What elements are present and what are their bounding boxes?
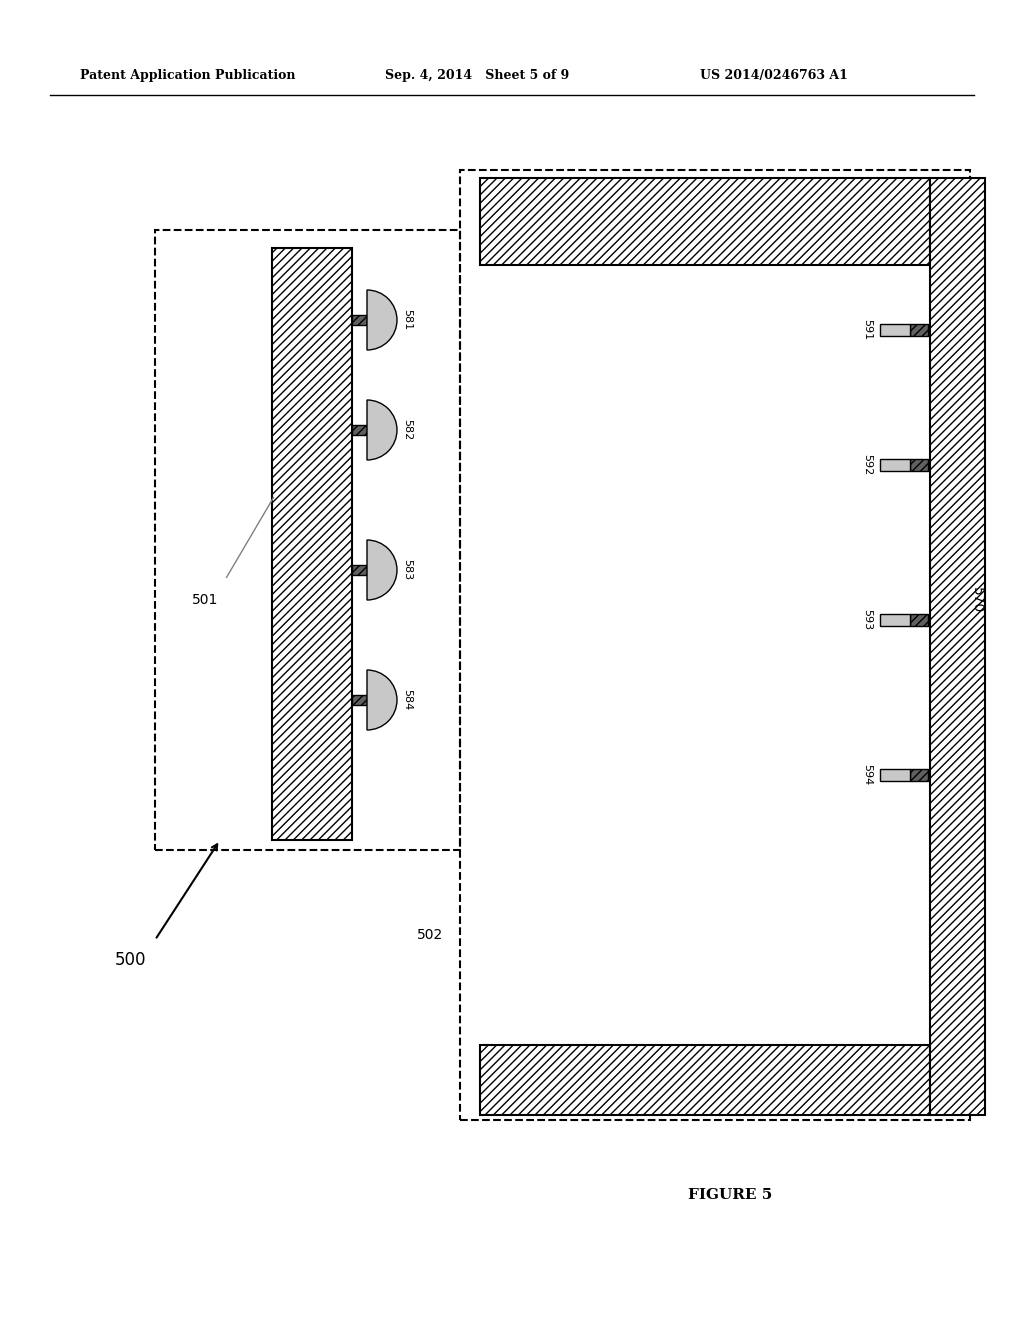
Text: 591: 591 xyxy=(862,319,872,341)
Text: 593: 593 xyxy=(862,610,872,631)
Wedge shape xyxy=(367,671,397,730)
Wedge shape xyxy=(367,400,397,459)
Text: 594: 594 xyxy=(862,764,872,785)
Bar xyxy=(460,170,970,1119)
Bar xyxy=(480,178,930,265)
Text: 583: 583 xyxy=(402,560,412,581)
Text: 501: 501 xyxy=(191,593,218,607)
Bar xyxy=(352,315,367,325)
Text: 502: 502 xyxy=(417,928,443,942)
Text: Sep. 4, 2014   Sheet 5 of 9: Sep. 4, 2014 Sheet 5 of 9 xyxy=(385,69,569,82)
Bar xyxy=(352,696,367,705)
Text: 582: 582 xyxy=(402,420,412,441)
Bar xyxy=(910,459,928,471)
Bar xyxy=(480,1045,930,1115)
Bar xyxy=(910,323,928,337)
Bar xyxy=(930,178,985,1115)
Text: 584: 584 xyxy=(402,689,412,710)
Bar xyxy=(880,323,910,337)
Bar xyxy=(352,425,367,436)
Text: 581: 581 xyxy=(402,309,412,330)
Wedge shape xyxy=(367,540,397,601)
Text: 500: 500 xyxy=(115,950,145,969)
Bar xyxy=(880,614,910,626)
Bar xyxy=(880,770,910,781)
Text: 592: 592 xyxy=(862,454,872,475)
Bar xyxy=(880,459,910,471)
Bar xyxy=(910,770,928,781)
Bar xyxy=(352,565,367,576)
Text: FIGURE 5: FIGURE 5 xyxy=(688,1188,772,1203)
Text: US 2014/0246763 A1: US 2014/0246763 A1 xyxy=(700,69,848,82)
Bar xyxy=(272,248,352,840)
Bar xyxy=(155,230,460,850)
Wedge shape xyxy=(367,290,397,350)
Bar xyxy=(910,614,928,626)
Text: Patent Application Publication: Patent Application Publication xyxy=(80,69,296,82)
Text: 570: 570 xyxy=(970,587,984,612)
